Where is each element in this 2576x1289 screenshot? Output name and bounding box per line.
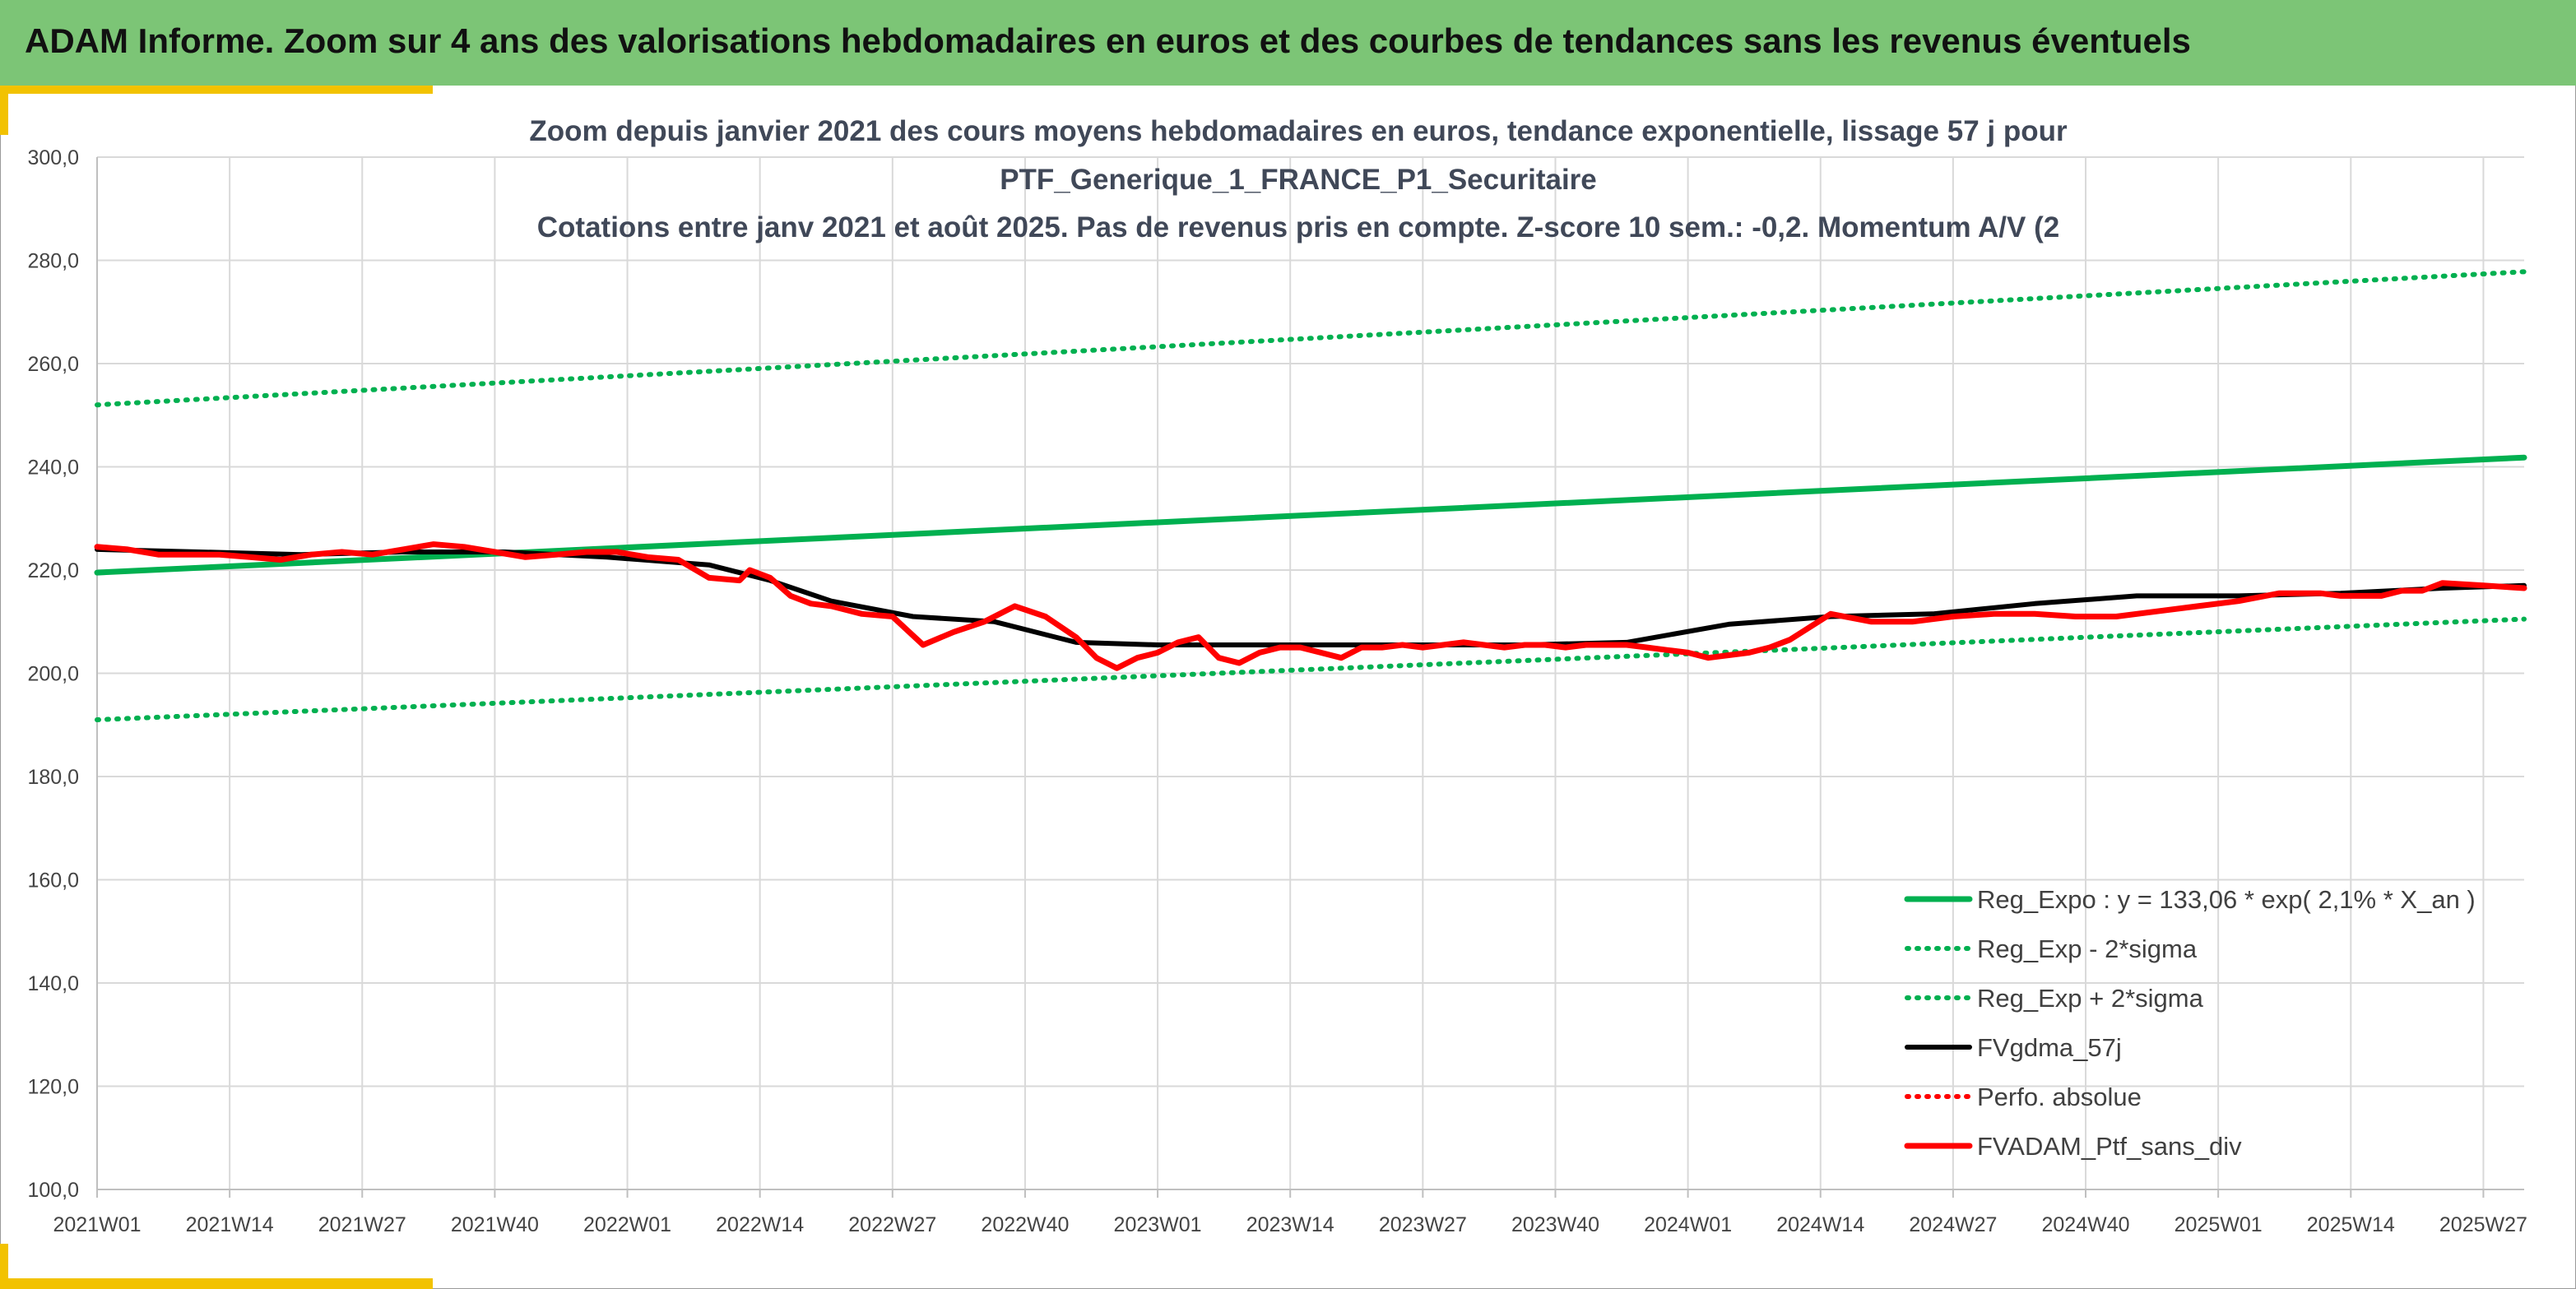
header-banner: ADAM Informe. Zoom sur 4 ans des valoris…	[0, 0, 2576, 86]
legend: Reg_Expo : y = 133,06 * exp( 2,1% * X_an…	[1904, 885, 2476, 1161]
trend-line-reg-expo	[94, 454, 2527, 576]
x-tick-labels: 2021W01 2021W14 2021W27 2021W40 2022W01 2022W…	[53, 1213, 2527, 1236]
legend-label: Perfo. absolue	[1977, 1083, 2142, 1111]
series-lines	[94, 269, 2527, 722]
x-tick-label: 2023W14	[1246, 1213, 1334, 1236]
chart-title: Zoom depuis janvier 2021 des cours moyen…	[529, 115, 2068, 243]
y-tick-label: 160,0	[27, 869, 79, 893]
x-tick-label: 2023W40	[1511, 1213, 1599, 1236]
x-tick-label: 2021W01	[53, 1213, 141, 1236]
accent-bar-bottom-left	[0, 1244, 8, 1278]
y-tick-label: 300,0	[27, 146, 79, 169]
chart-title-line: PTF_Generique_1_FRANCE_P1_Securitaire	[1000, 164, 1597, 196]
y-tick-label: 140,0	[27, 972, 79, 995]
y-tick-label: 180,0	[27, 766, 79, 789]
moving-average-line	[95, 546, 2527, 647]
x-tick-label: 2022W40	[981, 1213, 1069, 1236]
x-tick-label: 2023W01	[1114, 1213, 1202, 1236]
y-tick-label: 280,0	[27, 250, 79, 273]
x-tick-label: 2021W14	[186, 1213, 274, 1236]
x-tick-label: 2025W01	[2175, 1213, 2263, 1236]
legend-label: FVADAM_Ptf_sans_div	[1977, 1132, 2242, 1161]
axes	[96, 157, 2524, 1198]
x-tick-label: 2024W01	[1644, 1213, 1732, 1236]
y-tick-label: 200,0	[27, 663, 79, 686]
y-tick-label: 260,0	[27, 353, 79, 376]
y-tick-label: 120,0	[27, 1076, 79, 1099]
x-tick-label: 2023W27	[1379, 1213, 1467, 1236]
y-tick-label: 220,0	[27, 559, 79, 582]
y-tick-label: 240,0	[27, 457, 79, 480]
x-tick-label: 2022W27	[848, 1213, 936, 1236]
legend-label: Reg_Expo : y = 133,06 * exp( 2,1% * X_an…	[1977, 885, 2476, 914]
x-tick-label: 2022W14	[716, 1213, 804, 1236]
x-tick-label: 2021W27	[318, 1213, 406, 1236]
legend-label: FVgdma_57j	[1977, 1033, 2122, 1062]
x-tick-label: 2021W40	[451, 1213, 539, 1236]
x-tick-label: 2022W01	[583, 1213, 671, 1236]
y-tick-labels: 100,0 120,0 140,0 160,0 180,0 200,0 220,0 240,0…	[27, 146, 79, 1202]
page-title: ADAM Informe. Zoom sur 4 ans des valoris…	[25, 21, 2191, 60]
trend-line-minus-2sigma	[95, 616, 2527, 722]
y-tick-label: 100,0	[27, 1179, 79, 1202]
legend-label: Reg_Exp - 2*sigma	[1977, 934, 2198, 963]
legend-label: Reg_Exp + 2*sigma	[1977, 984, 2204, 1013]
grid-lines	[96, 156, 2524, 1190]
x-tick-label: 2024W27	[1909, 1213, 1997, 1236]
trend-line-plus-2sigma	[95, 269, 2527, 408]
x-tick-label: 2024W14	[1776, 1213, 1864, 1236]
chart-title-line: Zoom depuis janvier 2021 des cours moyen…	[529, 115, 2068, 147]
accent-bar-top	[0, 86, 433, 94]
accent-bar-bottom	[0, 1278, 433, 1289]
portfolio-line	[94, 541, 2527, 671]
x-tick-label: 2025W14	[2307, 1213, 2395, 1236]
x-tick-label: 2024W40	[2042, 1213, 2130, 1236]
x-tick-label: 2025W27	[2439, 1213, 2527, 1236]
accent-bar-left	[0, 86, 8, 135]
chart-title-line: Cotations entre janv 2021 et août 2025. …	[537, 211, 2059, 243]
